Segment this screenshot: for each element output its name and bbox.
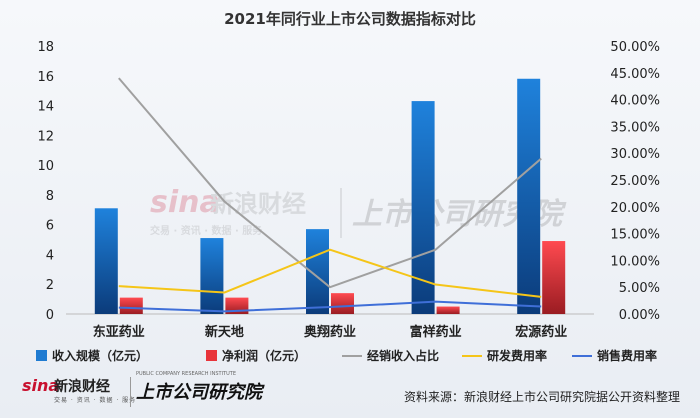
legend-swatch xyxy=(36,350,47,361)
right-tick-label: 35.00% xyxy=(610,120,660,135)
footer-logo: sina 新浪财经 交易 · 资讯 · 数据 · 服务 PUBLIC COMPA… xyxy=(14,371,264,412)
legend-label: 收入规模（亿元） xyxy=(52,348,148,363)
right-tick-label: 40.00% xyxy=(610,94,660,109)
watermark-sina-logo: sina xyxy=(150,185,220,220)
legend-label: 净利润（亿元） xyxy=(222,348,306,363)
right-tick-label: 50.00% xyxy=(610,40,660,55)
right-tick-label: 30.00% xyxy=(610,147,660,162)
watermark-sina-cn: 新浪财经 xyxy=(210,190,306,218)
left-tick-label: 2 xyxy=(46,278,54,293)
watermark-divider xyxy=(340,188,342,238)
left-tick-label: 8 xyxy=(46,189,54,204)
category-label: 宏源药业 xyxy=(515,324,567,340)
bar-revenue xyxy=(517,78,541,314)
bar-net-profit xyxy=(542,241,566,314)
bar-net-profit xyxy=(331,293,354,314)
distribution-share-line xyxy=(118,77,542,289)
bar-revenue xyxy=(200,238,224,314)
legend-label: 研发费用率 xyxy=(487,348,547,363)
legend-swatch xyxy=(206,350,217,361)
right-axis: 0.00% 5.00% 10.00% 15.00% 20.00% 25.00% 30.00%… xyxy=(610,40,660,323)
bar-revenue xyxy=(411,101,435,314)
left-tick-label: 0 xyxy=(46,308,54,323)
left-axis: 0 2 4 6 8 10 12 14 16 18 xyxy=(37,40,54,323)
footer-sina-logo: sina xyxy=(22,376,60,395)
footer-institute-en: PUBLIC COMPANY RESEARCH INSTITUTE xyxy=(136,371,236,377)
footer-sina-sub: 交易 · 资讯 · 数据 · 服务 xyxy=(54,397,137,404)
sales-expense-rate-line xyxy=(118,300,542,313)
right-tick-label: 45.00% xyxy=(610,67,660,82)
category-label: 新天地 xyxy=(205,324,244,340)
right-tick-label: 20.00% xyxy=(610,201,660,216)
watermark-sina-sub: 交易 · 资讯 · 数据 · 服务 xyxy=(150,224,263,237)
category-labels: 东亚药业 新天地 奥翔药业 富祥药业 宏源药业 xyxy=(93,324,567,340)
source-note: 资料来源：新浪财经上市公司研究院据公开资料整理 xyxy=(403,390,680,404)
footer-institute: 上市公司研究院 xyxy=(136,382,262,403)
left-tick-label: 12 xyxy=(37,129,54,144)
lines xyxy=(118,77,542,313)
footer-sina-cn: 新浪财经 xyxy=(54,379,110,395)
legend-label: 销售费用率 xyxy=(597,348,657,363)
bar-net-profit xyxy=(119,297,143,314)
category-label: 东亚药业 xyxy=(93,324,145,340)
watermark: sina 新浪财经 交易 · 资讯 · 数据 · 服务 上市公司研究院 xyxy=(150,185,567,238)
category-label: 富祥药业 xyxy=(410,324,462,340)
right-tick-label: 0.00% xyxy=(619,308,660,323)
bar-revenue xyxy=(94,208,118,314)
right-tick-label: 5.00% xyxy=(619,281,660,296)
chart-title: 2021年同行业上市公司数据指标对比 xyxy=(224,10,476,28)
bar-revenue xyxy=(306,229,329,314)
rd-expense-rate-line xyxy=(118,248,542,298)
left-tick-label: 18 xyxy=(37,40,54,55)
left-tick-label: 4 xyxy=(46,248,54,263)
category-label: 奥翔药业 xyxy=(304,324,356,340)
left-tick-label: 10 xyxy=(37,159,54,174)
right-tick-label: 25.00% xyxy=(610,174,660,189)
bar-net-profit xyxy=(436,306,460,314)
left-tick-label: 16 xyxy=(37,70,54,85)
left-tick-label: 14 xyxy=(37,100,54,115)
bars xyxy=(94,78,566,314)
footer-logo-divider xyxy=(130,377,131,407)
legend-label: 经销收入占比 xyxy=(367,348,439,363)
right-tick-label: 10.00% xyxy=(610,254,660,269)
left-tick-label: 6 xyxy=(46,219,54,234)
legend: 收入规模（亿元） 净利润（亿元） 经销收入占比 研发费用率 销售费用率 xyxy=(36,348,657,363)
right-tick-label: 15.00% xyxy=(610,228,660,243)
